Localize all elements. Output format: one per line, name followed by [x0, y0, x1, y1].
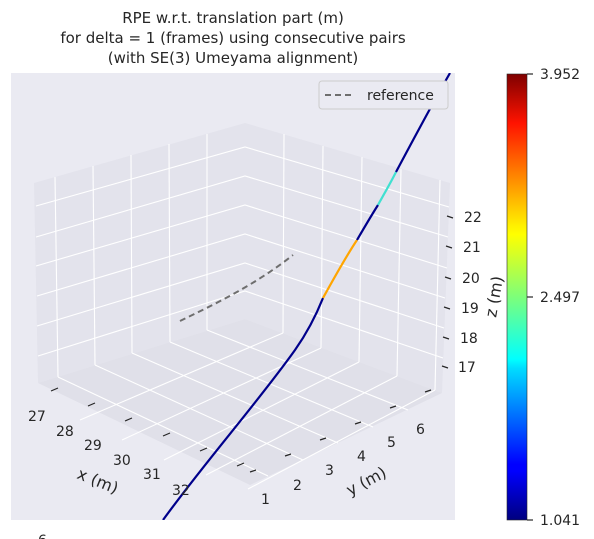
x-tick-label: 30	[113, 453, 131, 469]
chart-title-line: (with SE(3) Umeyama alignment)	[108, 49, 359, 67]
y-tick-label: 5	[387, 435, 396, 451]
left-pane	[34, 123, 245, 383]
chart-title-line: for delta = 1 (frames) using consecutive…	[60, 29, 406, 47]
legend: reference	[318, 80, 449, 110]
x-tick-label: 27	[28, 409, 46, 425]
colorbar-tick-label: 2.497	[540, 290, 580, 306]
partial-bottom-label: 6	[38, 533, 47, 539]
z-tick-label: 22	[464, 210, 482, 226]
y-tick-label: 1	[261, 492, 270, 508]
legend-box	[318, 80, 449, 110]
z-tick-label: 17	[458, 360, 476, 376]
colorbar-gradient	[506, 73, 528, 521]
reference-line	[179, 254, 294, 322]
x-tick-label: 28	[56, 424, 74, 440]
right-pane	[245, 123, 450, 393]
segment-4	[377, 171, 397, 206]
y-tick-label: 6	[416, 422, 425, 438]
chart-title-line: RPE w.r.t. translation part (m)	[122, 9, 344, 27]
z-tick-label: 21	[463, 240, 481, 256]
z-tick-label: 20	[462, 271, 480, 287]
y-tick-label: 4	[357, 449, 366, 465]
colorbar-tick-label: 1.041	[540, 513, 580, 529]
floor-pane	[38, 319, 442, 485]
segment-2	[322, 239, 358, 299]
z-tick-label: 19	[461, 301, 479, 317]
grid-lines	[35, 133, 450, 490]
x-tick-label: 32	[172, 483, 190, 499]
segment-3	[356, 204, 379, 241]
x-tick-label: 31	[143, 467, 161, 483]
segment-1	[162, 297, 325, 520]
legend-reference-label: reference	[367, 88, 434, 104]
y-tick-label: 2	[293, 478, 302, 494]
colorbar: 3.952 2.497 1.041	[506, 67, 580, 529]
colorbar-tick-label: 3.952	[540, 67, 580, 83]
chart-title: RPE w.r.t. translation part (m) for delta…	[60, 9, 406, 67]
x-tick-label: 29	[84, 438, 102, 454]
y-tick-label: 3	[325, 463, 334, 479]
z-axis-label: z (m)	[481, 274, 507, 318]
z-tick-label: 18	[460, 331, 478, 347]
